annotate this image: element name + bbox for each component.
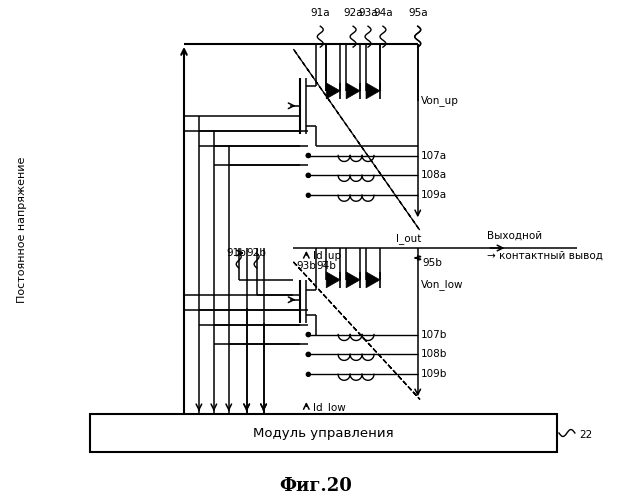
Circle shape [306, 332, 310, 336]
Bar [89, 414, 557, 452]
Text: 107a: 107a [421, 150, 447, 160]
Polygon shape [346, 272, 360, 288]
Text: 93b: 93b [297, 261, 316, 271]
Text: Von_low: Von_low [421, 280, 463, 290]
Circle shape [306, 194, 310, 198]
Text: Id_up: Id_up [313, 250, 342, 262]
Circle shape [306, 352, 310, 356]
Text: 93a: 93a [358, 8, 378, 18]
Text: 109b: 109b [421, 370, 447, 380]
Text: 107b: 107b [421, 330, 447, 340]
Text: 95a: 95a [408, 8, 427, 18]
Polygon shape [346, 83, 360, 99]
Text: 95b: 95b [423, 258, 443, 268]
Text: → контактный вывод: → контактный вывод [488, 251, 603, 261]
Text: Постоянное напряжение: Постоянное напряжение [17, 157, 27, 304]
Text: 109a: 109a [421, 190, 447, 200]
Text: 92a: 92a [343, 8, 363, 18]
Text: I_out: I_out [396, 232, 421, 243]
Circle shape [306, 174, 310, 178]
Text: Id_low: Id_low [313, 402, 346, 412]
Circle shape [306, 154, 310, 158]
Text: 92b: 92b [247, 248, 266, 258]
Polygon shape [327, 83, 340, 99]
Polygon shape [327, 272, 340, 288]
Circle shape [306, 372, 310, 376]
Text: 94a: 94a [373, 8, 392, 18]
Text: Модуль управления: Модуль управления [253, 426, 394, 440]
Text: Фиг.20: Фиг.20 [279, 476, 352, 494]
Text: Выходной: Выходной [488, 231, 543, 241]
Polygon shape [366, 83, 380, 99]
Circle shape [306, 174, 310, 178]
Text: 108b: 108b [421, 350, 447, 360]
Text: 91a: 91a [311, 8, 330, 18]
Text: 91b: 91b [227, 248, 247, 258]
Circle shape [306, 332, 310, 336]
Circle shape [306, 154, 310, 158]
Polygon shape [366, 272, 380, 288]
Circle shape [306, 352, 310, 356]
Text: 108a: 108a [421, 170, 447, 180]
Text: Von_up: Von_up [421, 96, 458, 106]
Text: 94b: 94b [316, 261, 336, 271]
Text: 22: 22 [579, 430, 592, 440]
